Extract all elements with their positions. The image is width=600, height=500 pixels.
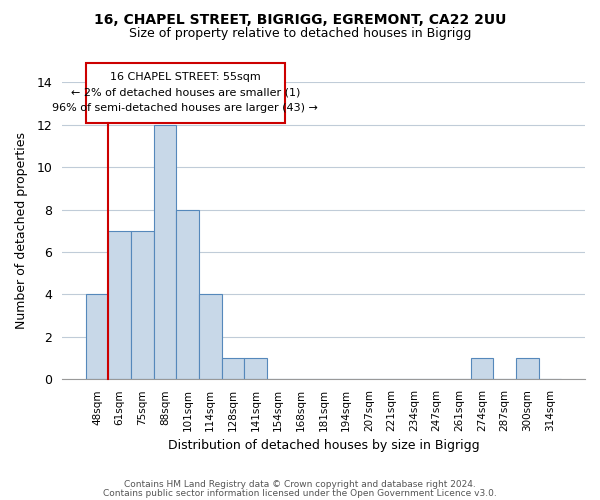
Y-axis label: Number of detached properties: Number of detached properties <box>15 132 28 330</box>
Bar <box>176 210 199 380</box>
Bar <box>131 231 154 380</box>
Bar <box>516 358 539 380</box>
Bar <box>109 231 131 380</box>
Text: 16, CHAPEL STREET, BIGRIGG, EGREMONT, CA22 2UU: 16, CHAPEL STREET, BIGRIGG, EGREMONT, CA… <box>94 12 506 26</box>
Text: Size of property relative to detached houses in Bigrigg: Size of property relative to detached ho… <box>129 28 471 40</box>
Bar <box>470 358 493 380</box>
Bar <box>86 294 109 380</box>
Bar <box>86 63 285 122</box>
Bar <box>154 124 176 380</box>
Text: 16 CHAPEL STREET: 55sqm
← 2% of detached houses are smaller (1)
96% of semi-deta: 16 CHAPEL STREET: 55sqm ← 2% of detached… <box>52 72 318 114</box>
Text: Contains public sector information licensed under the Open Government Licence v3: Contains public sector information licen… <box>103 488 497 498</box>
Bar <box>244 358 267 380</box>
Bar <box>221 358 244 380</box>
X-axis label: Distribution of detached houses by size in Bigrigg: Distribution of detached houses by size … <box>167 440 479 452</box>
Bar <box>199 294 221 380</box>
Text: Contains HM Land Registry data © Crown copyright and database right 2024.: Contains HM Land Registry data © Crown c… <box>124 480 476 489</box>
